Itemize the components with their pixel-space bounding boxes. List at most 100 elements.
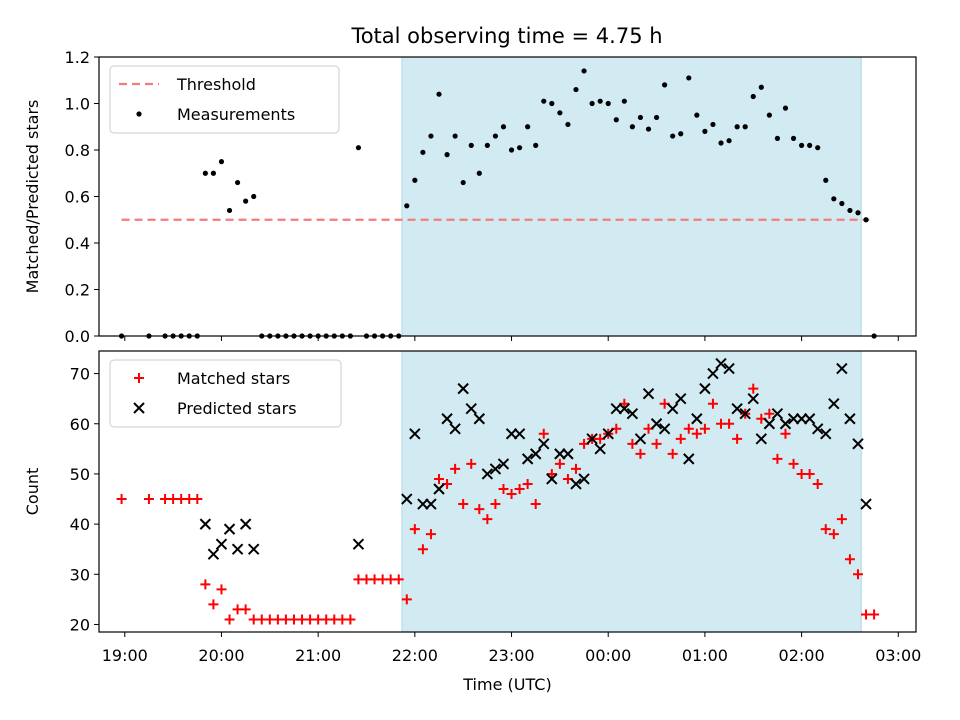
predicted-star-point [658, 423, 671, 435]
measurement-point [508, 147, 515, 153]
matched-star-point [675, 433, 686, 444]
measurement-point [815, 145, 821, 151]
measurement-point [823, 177, 829, 183]
predicted-star-point [538, 438, 550, 450]
predicted-star-point [731, 402, 743, 415]
predicted-star-point [497, 458, 510, 470]
measurement-point [251, 193, 257, 200]
predicted-star-point [215, 538, 228, 550]
matched-star-point [506, 489, 517, 500]
y-axis-label: Matched/Predicted stars [23, 100, 42, 294]
y-tick-label: 30 [70, 565, 90, 584]
y-tick-label: 0.6 [65, 188, 90, 207]
matched-star-point [466, 458, 477, 469]
measurement-point [500, 124, 507, 130]
measurement-point [226, 207, 233, 214]
measurement-point [484, 142, 490, 148]
matched-star-point [683, 423, 694, 434]
matched-star-point [804, 468, 815, 479]
predicted-star-point [513, 428, 526, 440]
predicted-star-point [828, 397, 840, 410]
matched-star-point [409, 524, 420, 535]
x-tick-label: 01:00 [682, 646, 728, 665]
y-tick-label: 20 [70, 615, 90, 634]
legend-label: Threshold [176, 75, 256, 94]
measurement-point [404, 203, 410, 209]
measurement-point [428, 133, 434, 139]
measurement-point [581, 68, 587, 74]
predicted-star-point [803, 413, 816, 425]
measurement-point [605, 100, 611, 107]
series-measurements [118, 68, 877, 339]
measurement-point [210, 170, 217, 176]
matched-star-point [772, 453, 783, 464]
x-tick-label: 19:00 [102, 646, 148, 665]
x-tick-label: 00:00 [585, 646, 631, 665]
matched-star-point [450, 463, 461, 474]
predicted-star-point [739, 408, 751, 420]
predicted-star-point [562, 448, 574, 460]
matched-star-point [474, 504, 485, 515]
predicted-star-point [642, 387, 655, 400]
predicted-star-point [521, 453, 534, 465]
matched-star-point [651, 438, 662, 449]
measurement-point [613, 117, 619, 123]
y-tick-label: 0.8 [65, 141, 90, 160]
predicted-star-point [247, 543, 260, 555]
matched-star-point [724, 418, 735, 429]
matched-star-point [836, 514, 847, 525]
y-tick-label: 50 [70, 465, 90, 484]
predicted-star-point [852, 438, 864, 450]
axes-frame [98, 350, 917, 633]
predicted-star-point [481, 468, 494, 480]
measurement-point [839, 200, 845, 207]
matched-star-point [498, 483, 509, 494]
x-tick-label: 03:00 [875, 646, 921, 665]
measurement-point [790, 135, 797, 141]
measurement-point [476, 170, 482, 176]
x-tick-label: 23:00 [488, 646, 534, 665]
matched-star-point [192, 494, 203, 505]
measurement-point [637, 114, 644, 121]
measurement-point [202, 170, 208, 176]
matched-star-point [546, 468, 557, 479]
measurement-point [573, 86, 579, 93]
legend-box [109, 359, 342, 428]
legend-label: Predicted stars [177, 399, 297, 418]
measurement-point [621, 98, 627, 104]
predicted-star-point [239, 518, 252, 530]
predicted-star-point [618, 402, 631, 415]
measurement-point [452, 133, 458, 139]
predicted-star-point [723, 362, 735, 375]
matched-star-point [554, 458, 565, 469]
measurement-point [847, 207, 853, 214]
measurement-point [653, 114, 660, 121]
predicted-star-point [473, 413, 486, 425]
matched-star-point [844, 554, 855, 565]
predicted-star-point [779, 418, 792, 430]
legend-box [109, 65, 340, 134]
matched-star-point [200, 579, 211, 590]
predicted-star-point [699, 382, 711, 395]
y-tick-label: 1.0 [65, 95, 90, 114]
measurement-point [782, 105, 789, 111]
predicted-star-point [707, 367, 719, 380]
measurement-point [855, 210, 861, 216]
matched-star-point [482, 514, 493, 525]
matched-star-point [530, 499, 541, 510]
series-matched-stars [116, 383, 880, 625]
measurement-point [492, 133, 499, 139]
measurement-point [355, 145, 362, 151]
predicted-star-point [691, 413, 703, 425]
matched-star-point [224, 614, 235, 625]
matched-star-point [143, 494, 154, 505]
measurement-point [774, 135, 781, 141]
measurement-point [807, 142, 813, 148]
measurement-point [758, 84, 764, 90]
legend: Threshold Measurements [109, 65, 340, 134]
matched-star-point [522, 478, 533, 489]
matched-star-point [345, 614, 356, 625]
predicted-star-point [747, 392, 759, 405]
y-axis-label: Count [23, 468, 42, 516]
